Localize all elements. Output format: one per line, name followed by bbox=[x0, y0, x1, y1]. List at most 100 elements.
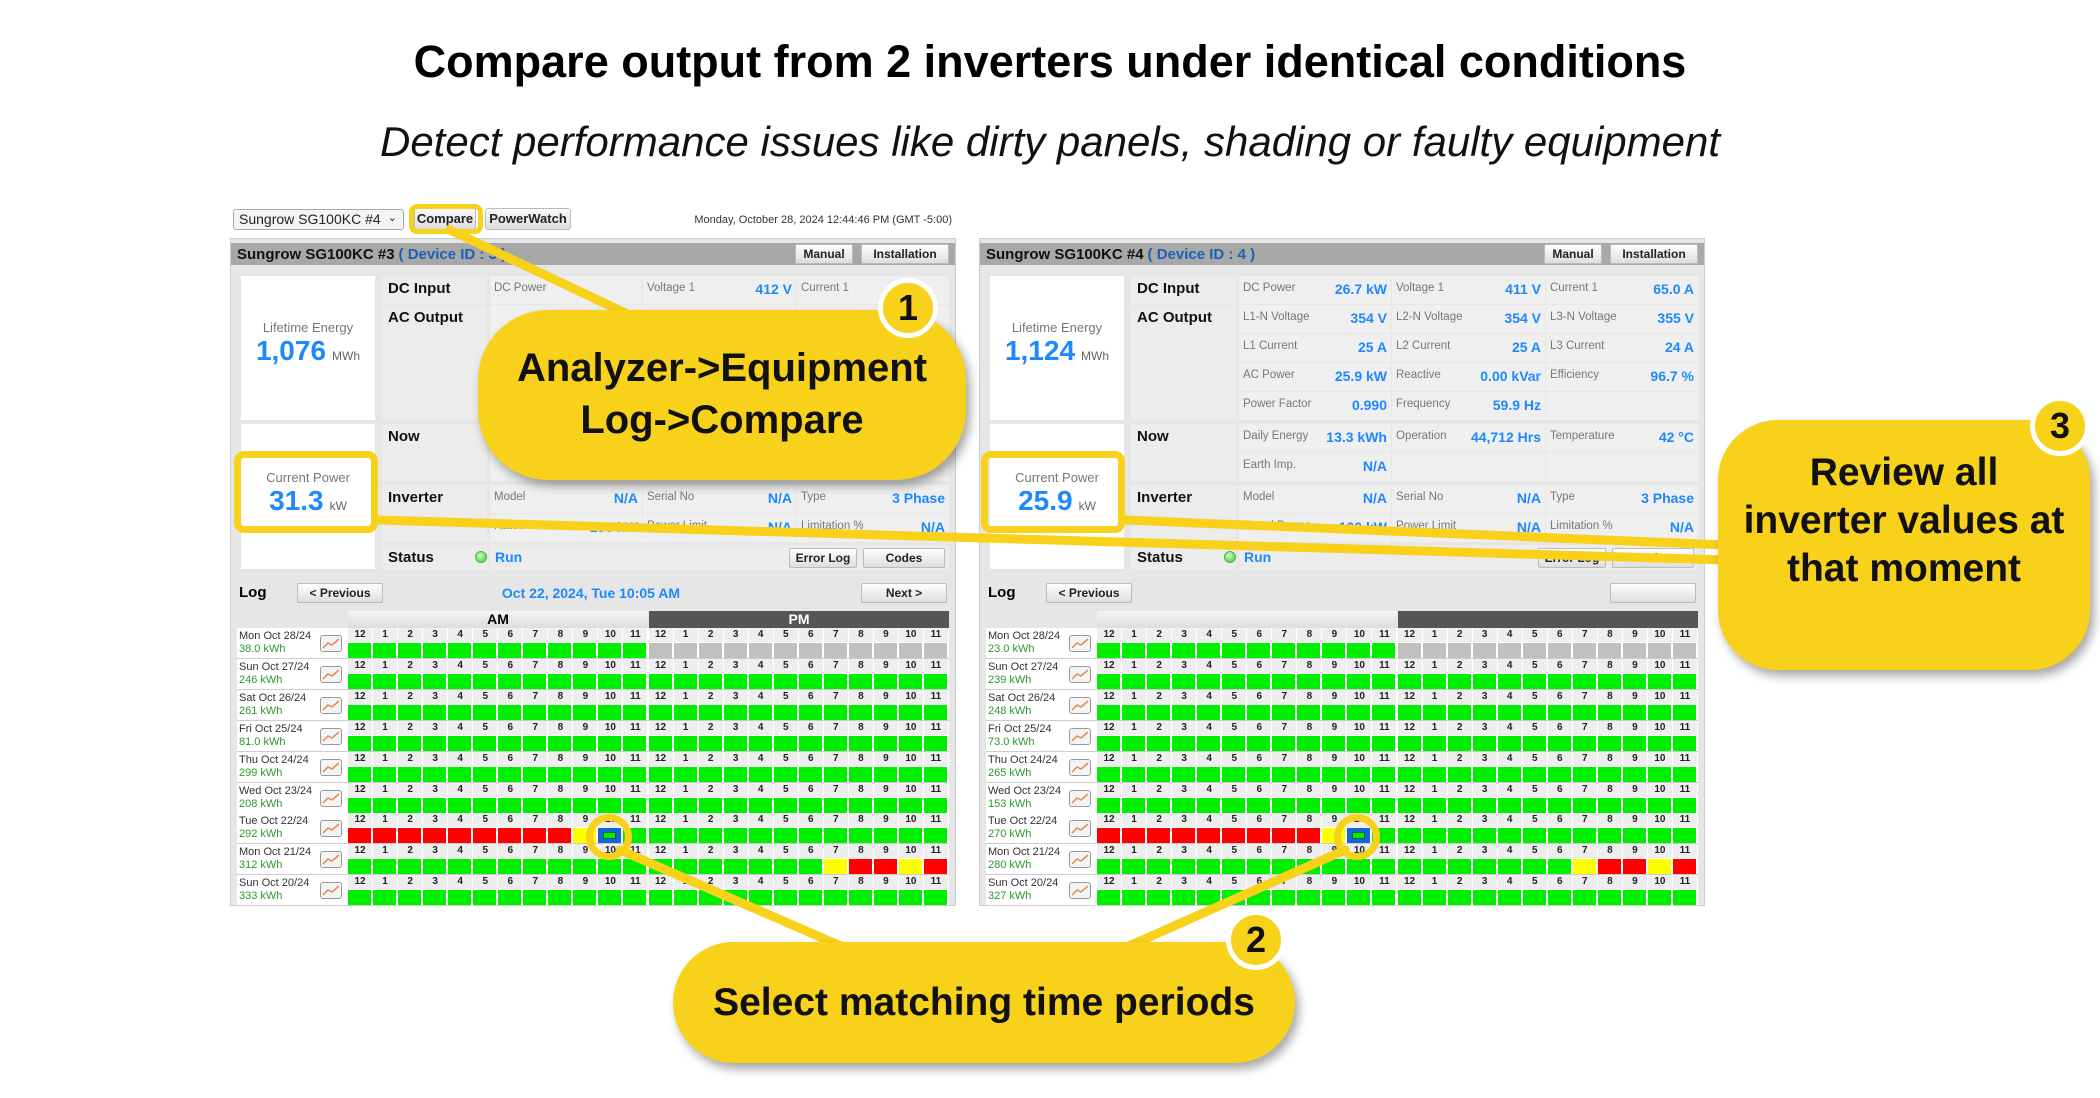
hour-block[interactable] bbox=[1097, 735, 1121, 751]
hour-block[interactable] bbox=[348, 828, 372, 844]
hour-block[interactable] bbox=[923, 828, 947, 844]
hour-block[interactable] bbox=[623, 766, 647, 782]
hour-block[interactable] bbox=[1672, 673, 1696, 689]
hour-block[interactable] bbox=[748, 890, 772, 906]
previous-button[interactable]: < Previous bbox=[1046, 583, 1132, 603]
hour-block[interactable] bbox=[523, 859, 547, 875]
hour-block[interactable] bbox=[1272, 735, 1296, 751]
hour-block[interactable] bbox=[623, 797, 647, 813]
device-select[interactable]: Sungrow SG100KC #4 ⌄ bbox=[233, 209, 404, 230]
hour-block[interactable] bbox=[523, 766, 547, 782]
hour-block[interactable] bbox=[923, 673, 947, 689]
hour-block[interactable] bbox=[573, 890, 597, 906]
hour-block[interactable] bbox=[1622, 643, 1646, 658]
hour-block[interactable] bbox=[748, 828, 772, 844]
hour-block[interactable] bbox=[798, 643, 822, 658]
hour-block[interactable] bbox=[423, 859, 447, 875]
hour-block[interactable] bbox=[1147, 673, 1171, 689]
hour-block[interactable] bbox=[873, 735, 897, 751]
hour-block[interactable] bbox=[523, 643, 547, 658]
day-chart-icon[interactable] bbox=[320, 851, 342, 869]
hour-block[interactable] bbox=[698, 828, 722, 844]
hour-block[interactable] bbox=[698, 673, 722, 689]
hour-block[interactable] bbox=[598, 890, 622, 906]
hour-block[interactable] bbox=[723, 859, 747, 875]
hour-block[interactable] bbox=[1172, 673, 1196, 689]
hour-block[interactable] bbox=[1297, 673, 1321, 689]
hour-block[interactable] bbox=[723, 766, 747, 782]
hour-block[interactable] bbox=[1147, 643, 1171, 658]
hour-block[interactable] bbox=[1472, 643, 1496, 658]
hour-block[interactable] bbox=[848, 735, 872, 751]
hour-block[interactable] bbox=[623, 890, 647, 906]
hour-block[interactable] bbox=[1197, 643, 1221, 658]
hour-block[interactable] bbox=[773, 704, 797, 720]
day-chart-icon[interactable] bbox=[320, 789, 342, 807]
hour-block[interactable] bbox=[798, 797, 822, 813]
day-chart-icon[interactable] bbox=[320, 758, 342, 776]
hour-block[interactable] bbox=[698, 704, 722, 720]
hour-block[interactable] bbox=[1672, 643, 1696, 658]
hour-block[interactable] bbox=[348, 673, 372, 689]
next-button[interactable]: Next > bbox=[861, 583, 947, 603]
hour-block[interactable] bbox=[1622, 673, 1646, 689]
hour-block[interactable] bbox=[573, 735, 597, 751]
hour-block[interactable] bbox=[548, 797, 572, 813]
hour-block[interactable] bbox=[623, 735, 647, 751]
hour-block[interactable] bbox=[823, 766, 847, 782]
hour-block[interactable] bbox=[1647, 735, 1671, 751]
hour-block[interactable] bbox=[673, 890, 697, 906]
hour-block[interactable] bbox=[398, 643, 422, 658]
hour-block[interactable] bbox=[848, 828, 872, 844]
hour-block[interactable] bbox=[1572, 673, 1596, 689]
hour-block[interactable] bbox=[848, 766, 872, 782]
day-chart-icon[interactable] bbox=[320, 882, 342, 900]
hour-block[interactable] bbox=[648, 766, 672, 782]
hour-block[interactable] bbox=[1572, 704, 1596, 720]
hour-block[interactable] bbox=[348, 704, 372, 720]
hour-block[interactable] bbox=[373, 673, 397, 689]
hour-block[interactable] bbox=[748, 673, 772, 689]
hour-block[interactable] bbox=[1147, 735, 1171, 751]
hour-block[interactable] bbox=[348, 859, 372, 875]
hour-block[interactable] bbox=[398, 828, 422, 844]
hour-block[interactable] bbox=[348, 735, 372, 751]
hour-block[interactable] bbox=[848, 643, 872, 658]
hour-block[interactable] bbox=[373, 735, 397, 751]
hour-block[interactable] bbox=[1272, 643, 1296, 658]
hour-block[interactable] bbox=[898, 766, 922, 782]
hour-block[interactable] bbox=[748, 704, 772, 720]
hour-block[interactable] bbox=[1297, 704, 1321, 720]
hour-block[interactable] bbox=[1447, 735, 1471, 751]
hour-block[interactable] bbox=[898, 890, 922, 906]
hour-block[interactable] bbox=[1347, 704, 1371, 720]
hour-block[interactable] bbox=[1297, 735, 1321, 751]
hour-block[interactable] bbox=[1472, 673, 1496, 689]
hour-block[interactable] bbox=[398, 704, 422, 720]
hour-block[interactable] bbox=[448, 766, 472, 782]
hour-block[interactable] bbox=[673, 643, 697, 658]
hour-block[interactable] bbox=[1247, 704, 1271, 720]
hour-block[interactable] bbox=[1347, 735, 1371, 751]
hour-block[interactable] bbox=[1397, 735, 1421, 751]
hour-block[interactable] bbox=[673, 704, 697, 720]
hour-block[interactable] bbox=[473, 859, 497, 875]
hour-block[interactable] bbox=[573, 643, 597, 658]
hour-block[interactable] bbox=[723, 704, 747, 720]
hour-block[interactable] bbox=[548, 735, 572, 751]
hour-block[interactable] bbox=[848, 704, 872, 720]
hour-block[interactable] bbox=[523, 704, 547, 720]
hour-block[interactable] bbox=[648, 673, 672, 689]
hour-block[interactable] bbox=[673, 828, 697, 844]
hour-block[interactable] bbox=[398, 735, 422, 751]
hour-block[interactable] bbox=[1422, 704, 1446, 720]
hour-block[interactable] bbox=[1322, 673, 1346, 689]
hour-block[interactable] bbox=[473, 797, 497, 813]
hour-block[interactable] bbox=[698, 766, 722, 782]
hour-block[interactable] bbox=[1522, 673, 1546, 689]
hour-block[interactable] bbox=[498, 673, 522, 689]
hour-block[interactable] bbox=[1447, 704, 1471, 720]
hour-block[interactable] bbox=[448, 735, 472, 751]
hour-block[interactable] bbox=[1172, 704, 1196, 720]
hour-block[interactable] bbox=[573, 673, 597, 689]
